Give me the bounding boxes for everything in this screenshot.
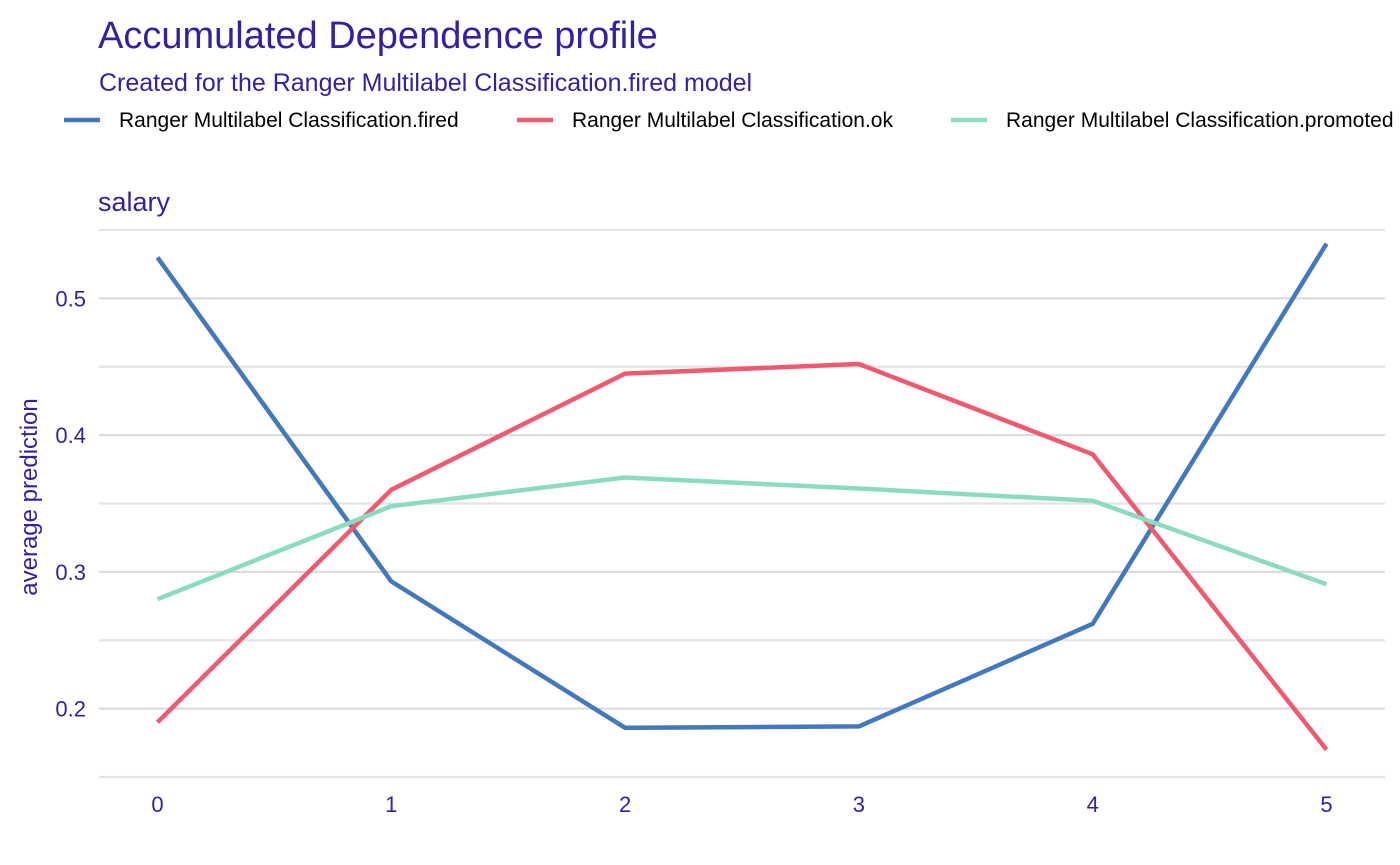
legend-label-2: Ranger Multilabel Classification.ok — [572, 109, 893, 132]
y-tick-label: 0.4 — [55, 423, 86, 448]
chart-subtitle: Created for the Ranger Multilabel Classi… — [99, 69, 752, 97]
grid — [99, 228, 1385, 779]
y-axis-ticks: 0.2 0.3 0.4 0.5 — [55, 286, 86, 721]
x-tick-label: 2 — [619, 792, 631, 817]
series-line-3 — [156, 475, 1328, 602]
y-tick-label: 0.2 — [55, 697, 86, 722]
series-line-2 — [155, 361, 1329, 751]
x-axis-ticks: 0 1 2 3 4 5 — [151, 792, 1332, 817]
legend-label-3: Ranger Multilabel Classification.promote… — [1006, 109, 1394, 132]
x-tick-label: 3 — [853, 792, 865, 817]
legend: Ranger Multilabel Classification.fired Ra… — [64, 109, 1394, 132]
series-group — [155, 242, 1329, 751]
x-tick-label: 5 — [1320, 792, 1332, 817]
legend-label-1: Ranger Multilabel Classification.fired — [119, 109, 459, 132]
series-line-1 — [155, 242, 1329, 731]
chart-title: Accumulated Dependence profile — [98, 15, 658, 57]
x-tick-label: 4 — [1087, 792, 1099, 817]
x-tick-label: 1 — [385, 792, 397, 817]
y-axis-label: average prediction — [16, 398, 43, 595]
panel-label: salary — [98, 187, 171, 217]
x-tick-label: 0 — [151, 792, 163, 817]
y-tick-label: 0.3 — [55, 560, 86, 585]
y-tick-label: 0.5 — [55, 286, 86, 311]
